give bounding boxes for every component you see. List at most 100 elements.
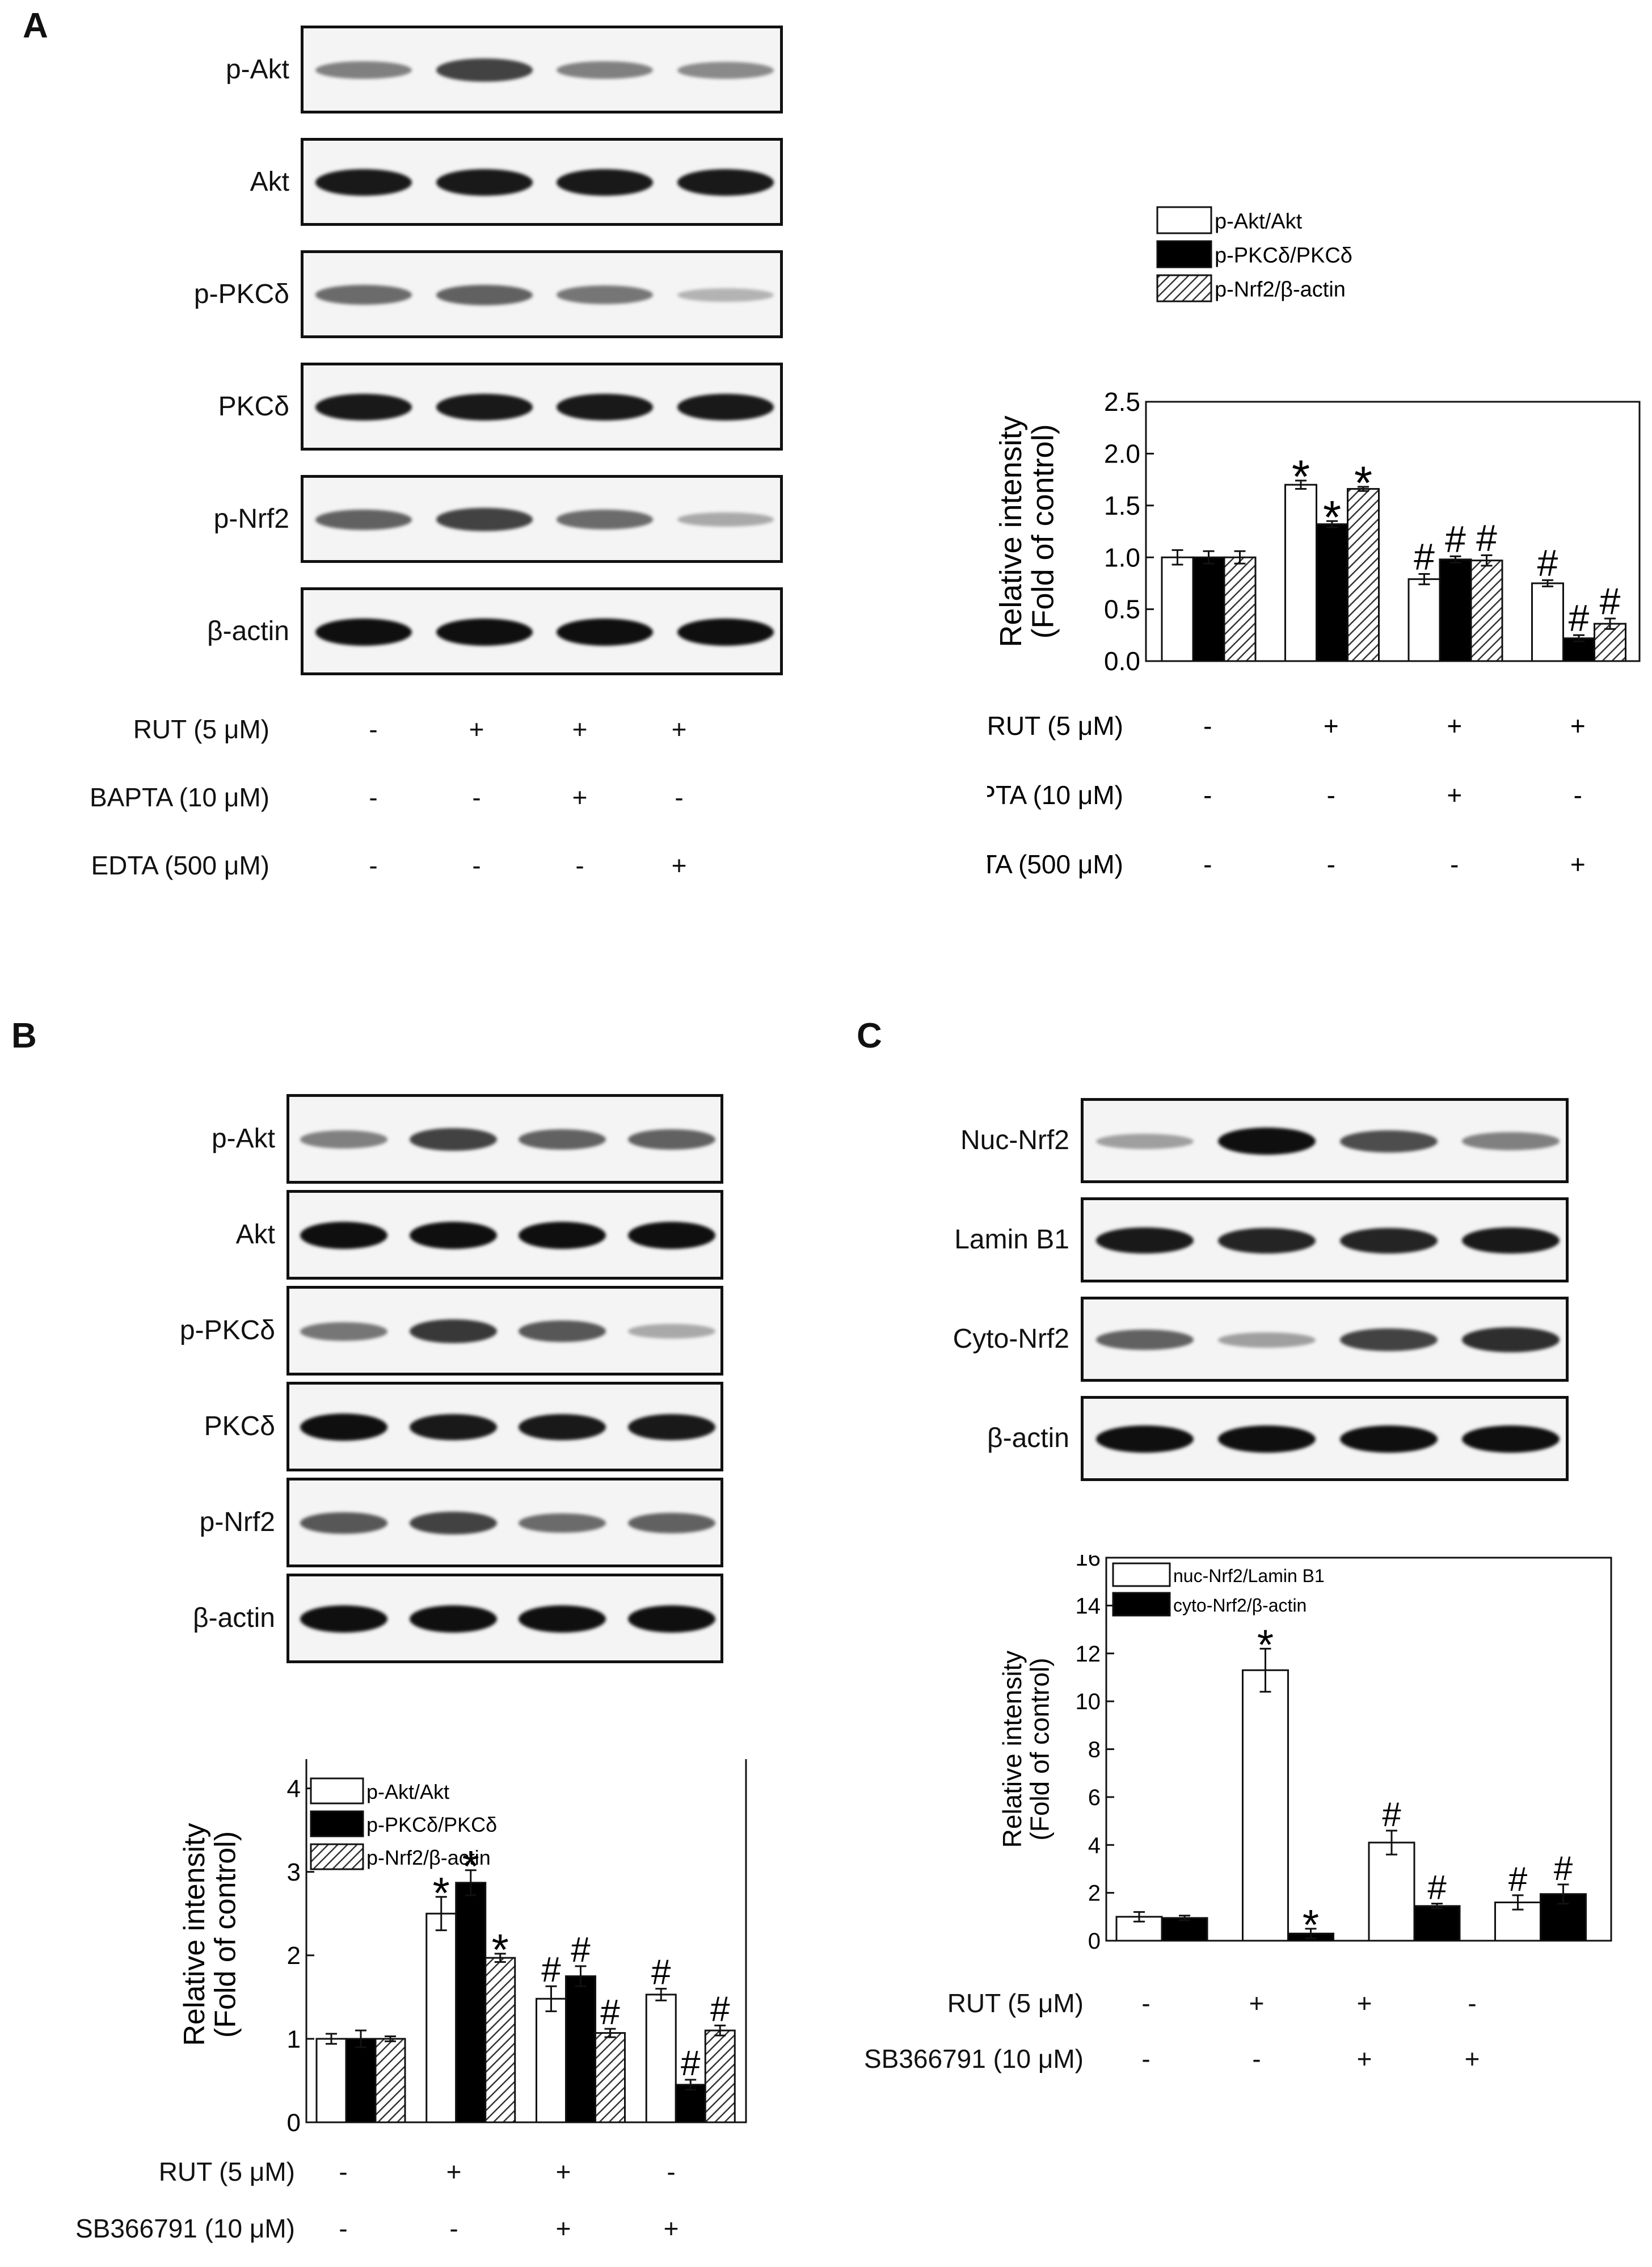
bar [484,1957,516,2123]
significance-star: * [1292,451,1310,503]
treatment-sign: - [1327,849,1335,879]
band [436,284,533,305]
band [315,61,412,79]
panel-c-treatment-sign: - [1141,2044,1150,2073]
band [627,1414,715,1441]
legend-swatch [1156,240,1212,268]
significance-hash: # [1537,541,1558,583]
band [1217,1128,1316,1155]
bar [1368,1841,1415,1942]
blot-label: Lamin B1 [954,1225,1069,1255]
blot-label: β-actin [193,1603,275,1633]
significance-hash: # [1445,518,1466,560]
bar [1223,556,1257,662]
legend-label: p-Akt/Akt [1215,210,1303,234]
band [315,394,412,420]
y-axis-label: Relative intensity [997,1651,1027,1848]
blot-label: p-Nrf2 [213,503,289,534]
blot-strip [1081,1197,1569,1282]
panel-b-treatment-sign: - [449,2214,458,2243]
panel-b-treatment-label: RUT (5 μM) [158,2157,295,2186]
panel-c-treatment-label: RUT (5 μM) [947,1988,1084,2018]
band [1339,1425,1438,1453]
bar [1347,488,1380,662]
panel-c-treatment-sign: + [1464,2044,1480,2073]
bar [565,1975,596,2123]
panel-b-chart: 0 1 2 3 4 Relative intensity(Fold of control)… [182,1759,747,2136]
panel-c-treatment-sign: - [1252,2044,1261,2073]
legend-label: cyto-Nrf2/β-actin [1173,1595,1307,1616]
bar [1284,483,1317,662]
bar [1407,578,1441,662]
significance-hash: # [1508,1860,1528,1898]
band [627,1222,715,1249]
treatment-label: EDTA (500 μM) [91,851,270,880]
panel-b-treatment-sign: + [555,2214,571,2243]
y-tick-label: 0.5 [1104,595,1140,624]
band [519,1320,606,1342]
legend-label: p-Akt/Akt [366,1780,449,1803]
significance-star: * [492,1926,509,1975]
band [409,1511,497,1535]
y-tick-label: 3 [287,1858,301,1886]
y-tick-label: 12 [1076,1642,1101,1667]
band [627,1513,715,1533]
band [1461,1425,1560,1453]
panel-a-letter: A [23,6,48,45]
significance-hash: # [1600,580,1621,622]
treatment-label: EDTA (500 μM) [987,849,1123,879]
y-tick-label: 1.5 [1104,491,1140,520]
legend-swatch [1112,1562,1171,1587]
bar [425,1912,457,2123]
band [300,1605,388,1633]
bar [536,1997,567,2123]
panel-b-treatment-label: SB366791 (10 μM) [75,2214,295,2243]
treatment-sign: - [1327,780,1335,810]
band [1095,1227,1194,1254]
band [300,1222,388,1249]
band [677,512,774,527]
bar [704,2029,736,2123]
blot-label: β-actin [987,1423,1069,1453]
treatment-sign: - [1574,780,1582,810]
significance-star: * [1323,491,1341,544]
band [315,169,412,196]
band [519,1129,606,1150]
y-tick-label: 10 [1076,1689,1101,1714]
bar [1192,556,1225,662]
significance-star: * [1257,1621,1274,1668]
treatment-sign: + [1447,711,1462,741]
blot-label: p-Akt [225,54,289,85]
band [409,1222,497,1249]
band [315,618,412,646]
band [627,1324,715,1339]
y-tick-label: 2 [1088,1881,1101,1906]
band [409,1319,497,1343]
panel-c-chart: 0 2 4 6 8 10 12 14 16 Relative intensity(Fold of … [997,1555,1612,1954]
blot-label: PKCδ [218,391,289,422]
y-tick-label: 14 [1076,1593,1101,1618]
significance-hash: # [1382,1795,1401,1833]
band [677,394,774,420]
band [1095,1425,1194,1453]
blot-strip [301,26,783,113]
treatment-sign: + [1570,711,1586,741]
treatment-label: BAPTA (10 μM) [89,783,269,812]
band [300,1130,388,1149]
bar [345,2038,377,2123]
y-tick-label: 4 [1088,1833,1101,1858]
y-tick-label: 8 [1088,1738,1101,1763]
y-tick-label: 4 [287,1775,301,1803]
panel-a-chart: 0.0 0.5 1.0 1.5 2.0 2.5 Relative intensity(Fol… [987,206,1641,879]
treatment-sign: - [1203,849,1212,879]
y-tick-label: 16 [1076,1555,1101,1571]
bar [1470,560,1503,662]
band [519,1513,606,1533]
significance-hash: # [1414,535,1435,577]
treatment-sign: - [369,783,378,812]
y-tick-label: 1.0 [1104,542,1140,572]
blot-label: Nuc-Nrf2 [960,1125,1069,1155]
panel-b-treatment-sign: + [555,2157,571,2186]
treatment-sign: + [1324,711,1339,741]
panel-b-treatment-sign: - [339,2157,348,2186]
